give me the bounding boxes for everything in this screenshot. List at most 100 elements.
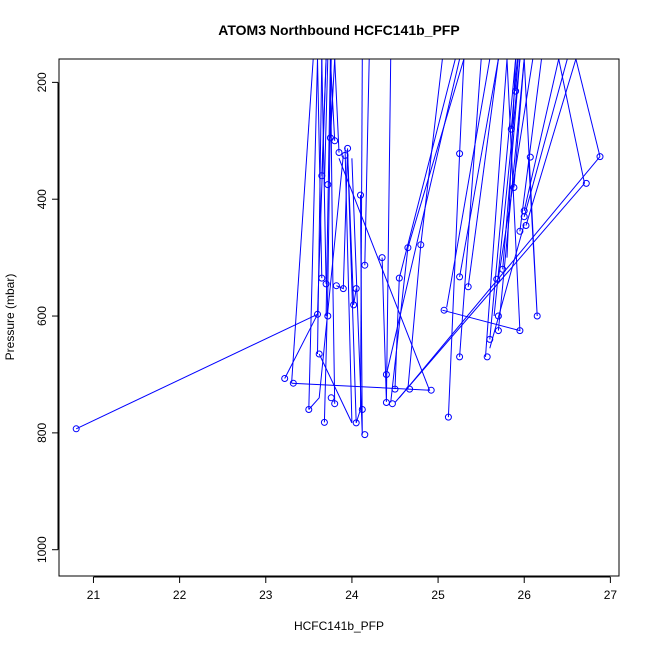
data-point-48 [494,312,502,320]
data-point-38 [427,386,435,394]
data-point-59 [526,153,534,161]
series-line-33 [446,59,491,308]
data-point-12 [324,312,332,320]
series-line-14 [75,313,318,430]
series-line-16 [291,158,431,391]
data-point-60 [533,312,541,320]
data-point-33 [391,385,399,393]
series-line-53 [575,59,601,157]
data-point-6 [315,350,323,358]
data-point-11 [324,181,332,189]
series-line-37 [485,59,508,357]
series-line-27 [390,247,409,403]
data-point-16 [331,137,339,145]
series-line-13 [329,59,336,404]
x-axis-label: HCFC141b_PFP [294,619,384,633]
data-point-41 [456,150,464,158]
data-point-24 [352,419,360,427]
series-line-36 [467,59,499,287]
data-point-55 [516,327,524,335]
x-tick-label-24: 24 [345,588,359,602]
data-point-34 [395,274,403,282]
series-line-20 [347,152,361,424]
series-line-54 [394,183,585,403]
data-point-45 [483,353,491,361]
series-line-49 [523,59,568,217]
data-point-3 [289,379,297,387]
y-tick-label-800: 800 [35,423,49,443]
data-point-51 [507,125,515,133]
data-point-28 [361,261,369,269]
x-tick-label-23: 23 [259,588,273,602]
data-point-44 [464,283,472,291]
series-line-19 [336,148,349,290]
data-point-18 [335,149,343,156]
series-line-51 [523,59,538,317]
data-point-50 [499,265,507,273]
series-line-18 [318,146,353,424]
series-line-47 [519,59,542,232]
x-axis: 21 22 23 24 25 26 27 [87,576,618,602]
series-line-35 [459,59,482,357]
series-line-34 [459,59,499,277]
data-point-49 [494,327,502,335]
data-point-42 [456,273,464,281]
data-point-4 [305,406,313,413]
series-line-9 [317,59,323,279]
data-point-57 [520,213,528,221]
data-point-20 [341,151,349,159]
series-line-45 [515,59,519,92]
data-point-39 [440,306,448,314]
series-line-11 [334,59,340,153]
series-line-39 [493,59,521,317]
data-point-25 [357,191,364,199]
series-line-50 [525,59,577,226]
data-point-15 [331,400,339,408]
x-tick-label-27: 27 [604,588,618,602]
series-line-25 [381,59,392,402]
y-tick-label-600: 600 [35,306,49,326]
data-point-27 [361,431,369,439]
chart-title: ATOM3 Northbound HCFC141b_PFP [218,22,459,38]
series-line-38 [489,59,517,340]
series-line-52 [558,59,585,184]
y-tick-label-400: 400 [35,189,49,209]
data-point-1 [72,425,80,433]
data-point-22 [350,301,358,309]
data-point-43 [456,353,464,361]
data-point-14 [327,394,335,402]
data-point-46 [486,335,494,343]
series-line-55 [398,156,601,399]
series-line-26 [385,59,461,375]
series-line-17 [308,155,344,410]
data-point-10 [322,280,330,288]
y-tick-label-1000: 1000 [35,536,49,563]
data-point-23 [352,285,360,293]
series-line-23 [364,59,370,266]
data-point-5 [314,310,321,318]
x-tick-label-25: 25 [431,588,445,602]
series-line-12 [323,59,332,423]
data-point-35 [404,244,412,252]
y-tick-label-200: 200 [35,72,49,92]
data-point-37 [417,241,425,249]
data-point-32 [388,400,396,408]
data-point-52 [510,184,518,191]
plot-frame [58,58,620,577]
series-line-46 [513,59,525,188]
data-point-61 [582,179,590,187]
series-layer [75,59,601,435]
series-line-10 [321,59,327,284]
points-layer [72,87,604,439]
data-point-36 [406,385,414,393]
series-line-3 [291,59,314,384]
data-point-29 [378,254,386,262]
data-point-21 [344,144,352,152]
data-point-9 [320,418,328,426]
data-point-58 [522,222,530,229]
series-line-21 [347,152,357,305]
data-point-53 [512,87,520,95]
y-axis-label: Pressure (mbar) [3,274,17,361]
series-line-15 [284,59,327,379]
